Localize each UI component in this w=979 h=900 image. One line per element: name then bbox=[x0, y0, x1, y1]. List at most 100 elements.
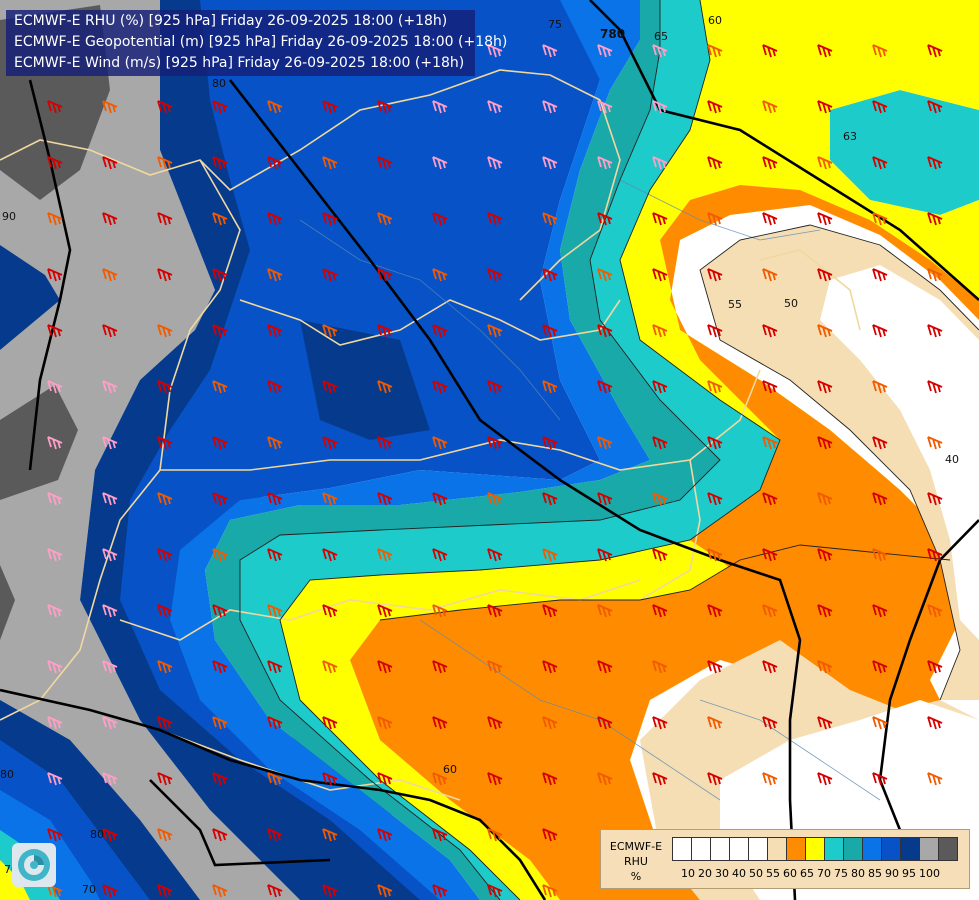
wind-barb bbox=[487, 604, 503, 618]
wind-barb bbox=[817, 380, 833, 394]
map-title-box: ECMWF-E RHU (%) [925 hPa] Friday 26-09-2… bbox=[6, 10, 508, 76]
contour-label: 65 bbox=[654, 30, 668, 43]
wind-barb bbox=[487, 828, 503, 842]
wind-barb bbox=[157, 884, 173, 898]
wind-barb bbox=[707, 100, 723, 114]
wind-barb bbox=[102, 100, 118, 114]
legend-tick-label: 85 bbox=[868, 867, 882, 880]
legend-title: ECMWF-E RHU % bbox=[605, 839, 667, 884]
wind-barb bbox=[652, 380, 668, 394]
wind-barb bbox=[487, 44, 503, 58]
wind-barb bbox=[377, 604, 393, 618]
wind-barb bbox=[432, 772, 448, 786]
title-wind: ECMWF-E Wind (m/s) [925 hPa] Friday 26-0… bbox=[14, 55, 465, 71]
wind-barb bbox=[102, 268, 118, 282]
wind-barb bbox=[707, 44, 723, 58]
wind-barb bbox=[542, 716, 558, 730]
wind-barb bbox=[377, 772, 393, 786]
legend-swatch bbox=[881, 837, 901, 861]
wind-barb bbox=[212, 492, 228, 506]
ecmwf-logo-icon bbox=[12, 843, 56, 887]
wind-barb bbox=[432, 100, 448, 114]
wind-barb bbox=[157, 156, 173, 170]
wind-barb bbox=[927, 156, 943, 170]
wind-barb bbox=[927, 604, 943, 618]
wind-barb bbox=[597, 268, 613, 282]
wind-barb bbox=[817, 716, 833, 730]
wind-barb bbox=[377, 828, 393, 842]
wind-barb bbox=[597, 44, 613, 58]
wind-barb bbox=[377, 436, 393, 450]
wind-barb bbox=[157, 100, 173, 114]
wind-barb bbox=[322, 436, 338, 450]
wind-barb bbox=[377, 492, 393, 506]
wind-barb bbox=[542, 660, 558, 674]
wind-barb bbox=[927, 548, 943, 562]
wind-barb bbox=[762, 156, 778, 170]
wind-barb bbox=[157, 492, 173, 506]
wind-barb bbox=[212, 660, 228, 674]
contour-area-90-95 bbox=[0, 0, 300, 900]
wind-barb bbox=[927, 716, 943, 730]
wind-barb bbox=[872, 324, 888, 338]
wind-barb bbox=[267, 716, 283, 730]
legend-swatch bbox=[767, 837, 787, 861]
contour-label: 75 bbox=[548, 18, 562, 31]
wind-barb bbox=[487, 268, 503, 282]
wind-barb bbox=[872, 772, 888, 786]
wind-barb bbox=[212, 100, 228, 114]
wind-barb bbox=[377, 716, 393, 730]
wind-barb bbox=[267, 884, 283, 898]
wind-barb bbox=[157, 380, 173, 394]
wind-barb bbox=[652, 772, 668, 786]
wind-barb bbox=[542, 100, 558, 114]
wind-barb bbox=[102, 660, 118, 674]
wind-barb bbox=[487, 772, 503, 786]
wind-barb bbox=[322, 324, 338, 338]
legend-title-line: ECMWF-E bbox=[609, 840, 663, 853]
wind-barb bbox=[762, 44, 778, 58]
wind-barb bbox=[322, 380, 338, 394]
wind-barb bbox=[377, 268, 393, 282]
wind-barb bbox=[322, 828, 338, 842]
wind-barb bbox=[212, 268, 228, 282]
title-geopotential: ECMWF-E Geopotential (m) [925 hPa] Frida… bbox=[14, 34, 508, 50]
wind-barb bbox=[377, 380, 393, 394]
wind-barb bbox=[597, 156, 613, 170]
wind-barb bbox=[432, 548, 448, 562]
wind-barb bbox=[542, 380, 558, 394]
wind-barb bbox=[597, 548, 613, 562]
wind-barb bbox=[432, 884, 448, 898]
wind-barb bbox=[102, 604, 118, 618]
wind-barb bbox=[487, 548, 503, 562]
wind-barb bbox=[542, 772, 558, 786]
contour-labels: 75 65 60 63 780 80 55 50 40 60 70 80 90 … bbox=[0, 14, 959, 896]
wind-barb bbox=[432, 268, 448, 282]
wind-barb bbox=[762, 268, 778, 282]
wind-barb bbox=[652, 436, 668, 450]
wind-barb bbox=[377, 156, 393, 170]
wind-barb bbox=[927, 324, 943, 338]
wind-barb bbox=[707, 660, 723, 674]
wind-barb bbox=[817, 268, 833, 282]
wind-barb bbox=[377, 660, 393, 674]
legend-tick-label: 60 bbox=[783, 867, 797, 880]
wind-barb bbox=[652, 156, 668, 170]
wind-barb bbox=[157, 604, 173, 618]
wind-barb bbox=[212, 828, 228, 842]
wind-barb bbox=[212, 716, 228, 730]
wind-barb bbox=[267, 604, 283, 618]
wind-barb bbox=[872, 716, 888, 730]
wind-barb bbox=[817, 100, 833, 114]
wind-barb bbox=[267, 100, 283, 114]
wind-barb bbox=[707, 212, 723, 226]
wind-barb bbox=[872, 436, 888, 450]
contour-label: 50 bbox=[784, 297, 798, 310]
wind-barb bbox=[487, 716, 503, 730]
wind-barb bbox=[762, 660, 778, 674]
wind-barb bbox=[212, 156, 228, 170]
wind-barb bbox=[542, 548, 558, 562]
wind-barb bbox=[157, 268, 173, 282]
wind-barb bbox=[432, 492, 448, 506]
